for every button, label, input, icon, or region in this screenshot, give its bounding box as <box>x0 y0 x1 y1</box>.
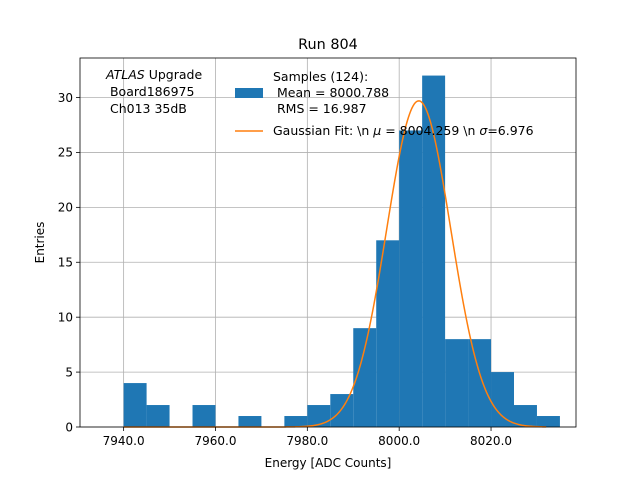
legend-histogram-swatch <box>235 88 263 98</box>
y-tick-label-0: 0 <box>65 420 73 434</box>
legend-fit-mu: μ <box>372 123 381 138</box>
legend-fit-prefix: Gaussian Fit: \n <box>273 123 373 138</box>
annotation-line-1: ATLAS Upgrade <box>105 67 202 82</box>
histogram-bar-8 <box>307 405 331 427</box>
histogram-bar-5 <box>238 416 262 427</box>
histogram-bar-15 <box>468 339 492 427</box>
histogram-bar-0 <box>123 383 147 427</box>
annotation-line-3: Ch013 35dB <box>106 101 187 116</box>
histogram-bar-10 <box>353 328 377 427</box>
histogram-bar-18 <box>536 416 560 427</box>
legend-histogram-line-1: Samples (124): <box>273 69 368 84</box>
histogram-bar-7 <box>284 416 308 427</box>
legend-histogram-line-2: Mean = 8000.788 <box>273 85 389 100</box>
x-axis-label: Energy [ADC Counts] <box>265 456 392 470</box>
legend-fit-label: Gaussian Fit: \n μ = 8004.259 \n σ=6.976 <box>273 123 534 138</box>
y-tick-label-3: 15 <box>58 256 73 270</box>
annotation-rest: Upgrade <box>145 67 203 82</box>
histogram-bar-3 <box>192 405 216 427</box>
grid-lines <box>80 58 576 428</box>
annotation-italic: ATLAS <box>105 67 145 82</box>
x-tick-label-3: 8000.0 <box>378 434 420 448</box>
legend-fit-mid: = 8004.259 \n <box>381 123 479 138</box>
chart-title: Run 804 <box>298 37 358 53</box>
x-tick-label-2: 7980.0 <box>286 434 328 448</box>
histogram-bar-14 <box>445 339 469 427</box>
legend-histogram-line-3: RMS = 16.987 <box>273 101 367 116</box>
legend-fit-sigma: σ <box>479 123 488 138</box>
y-axis-ticks: 0 5 10 15 20 25 30 <box>58 91 80 434</box>
y-tick-label-4: 20 <box>58 201 73 215</box>
y-tick-label-6: 30 <box>58 91 73 105</box>
y-tick-label-2: 10 <box>58 310 73 324</box>
histogram-bar-9 <box>330 394 354 427</box>
histogram-bar-16 <box>491 372 514 427</box>
histogram-bar-12 <box>399 130 423 427</box>
x-axis-ticks: 7940.0 7960.0 7980.0 8000.0 8020.0 <box>103 427 512 448</box>
histogram-bars <box>123 75 560 428</box>
x-tick-label-4: 8020.0 <box>470 434 512 448</box>
histogram-bar-17 <box>514 405 537 427</box>
axes-frame <box>79 57 577 428</box>
legend: Samples (124): Mean = 8000.788 RMS = 16.… <box>235 69 534 138</box>
legend-fit-suffix: =6.976 <box>487 123 533 138</box>
x-tick-label-1: 7960.0 <box>194 434 236 448</box>
y-tick-label-1: 5 <box>65 365 73 379</box>
atlas-annotation: ATLAS Upgrade Board186975 Ch013 35dB <box>105 67 202 116</box>
histogram-bar-11 <box>376 240 400 427</box>
histogram-bar-1 <box>146 405 170 427</box>
y-tick-label-5: 25 <box>58 146 73 160</box>
annotation-line-2: Board186975 <box>106 84 194 99</box>
x-tick-label-0: 7940.0 <box>103 434 145 448</box>
y-axis-label: Entries <box>33 222 47 264</box>
